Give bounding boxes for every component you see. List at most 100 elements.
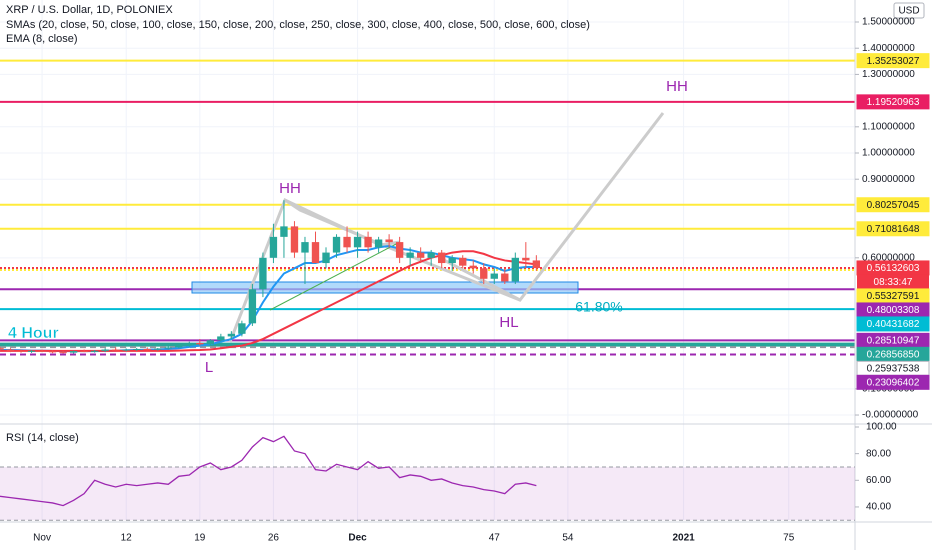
- candle-body: [459, 257, 467, 266]
- candle-body: [185, 342, 193, 346]
- candle-body: [416, 252, 425, 258]
- x-tick-label: 47: [489, 533, 501, 544]
- level-label: 1.19520963: [867, 97, 920, 108]
- y-tick-label: -0.00000000: [862, 410, 919, 421]
- candle-body: [90, 350, 99, 352]
- grid: [0, 0, 855, 520]
- level-label-box: [856, 221, 930, 237]
- candle-body: [227, 333, 236, 337]
- level-label: 0.55327591: [867, 291, 920, 302]
- candle-body: [322, 252, 330, 264]
- level-label-box: [856, 53, 930, 69]
- level-label-box: [856, 316, 930, 332]
- candle-body: [269, 236, 278, 258]
- level-label-box: [856, 197, 930, 213]
- x-tick-label: 2021: [672, 533, 695, 544]
- candle-body: [385, 239, 393, 243]
- candle-body: [69, 351, 78, 353]
- candle-body: [332, 236, 341, 253]
- candle-body: [143, 348, 151, 350]
- candle-body: [448, 257, 456, 264]
- trend-line: [269, 241, 401, 311]
- x-tick-label: 19: [194, 533, 206, 544]
- annotation: HL: [499, 314, 518, 331]
- candle-body: [343, 236, 351, 248]
- candle-body: [501, 273, 509, 282]
- candle-body: [511, 257, 519, 282]
- plot: [0, 200, 541, 354]
- x-tick-label: 26: [268, 533, 280, 544]
- y-tick-label: 60.00: [866, 475, 891, 486]
- candle-body: [259, 257, 267, 290]
- candle-body: [364, 236, 372, 248]
- y-tick-label: 1.50000000: [862, 17, 915, 28]
- candle-body: [80, 351, 88, 353]
- pattern-line: [439, 256, 521, 302]
- candle-body: [112, 349, 120, 351]
- candle-body: [196, 342, 204, 345]
- candle-body: [427, 252, 435, 258]
- x-tick-label: Dec: [348, 533, 367, 544]
- chart-title: XRP / U.S. Dollar, 1D, POLONIEX: [6, 4, 173, 16]
- candle-body: [0, 348, 4, 350]
- candle-body: [122, 349, 130, 351]
- currency-box[interactable]: [893, 2, 925, 19]
- candle-body: [59, 352, 67, 354]
- candle-body: [522, 257, 530, 261]
- y-tick-label: 1.10000000: [862, 121, 915, 132]
- zone: [191, 281, 579, 294]
- candle-body: [480, 268, 488, 279]
- level-label: 1.35253027: [867, 56, 920, 67]
- candle-body: [238, 323, 246, 334]
- y-tick-label: 1.00000000: [862, 148, 915, 159]
- y-tick-label: 80.00: [866, 448, 891, 459]
- candle-body: [206, 340, 215, 345]
- y-tick-label: 40.00: [866, 502, 891, 513]
- level-label: 0.23096402: [867, 377, 920, 388]
- x-tick-label: 75: [783, 533, 795, 544]
- rsi-line: [0, 435, 537, 507]
- candle-body: [175, 345, 183, 348]
- rsi-band: [0, 466, 855, 521]
- candle-body: [101, 349, 109, 351]
- rsi-title: RSI (14, close): [6, 432, 79, 444]
- level-label: 0.26856850: [867, 349, 920, 360]
- level-label-box: [856, 94, 930, 110]
- candle-body: [154, 348, 162, 350]
- candle-body: [248, 289, 257, 324]
- level-label: 0.28510947: [867, 335, 920, 346]
- candle-body: [38, 350, 46, 352]
- annotation: HH: [666, 78, 688, 95]
- x-tick-label: 12: [121, 533, 133, 544]
- candle-body: [133, 348, 141, 350]
- annotation: 4 Hour: [8, 325, 59, 342]
- candle-body: [164, 347, 172, 349]
- candle-body: [469, 265, 477, 269]
- indicator-line: [0, 250, 537, 352]
- candle-body: [490, 273, 498, 279]
- candle-body: [27, 350, 36, 352]
- candle-body: [217, 336, 225, 341]
- y-tick-label: 0.90000000: [862, 174, 915, 185]
- x-tick-label: Nov: [33, 533, 51, 544]
- level-label: 0.48003308: [867, 305, 920, 316]
- candle-body: [48, 351, 57, 353]
- candle-body: [301, 242, 309, 253]
- countdown: 08:33:47: [874, 277, 913, 288]
- candle-body: [532, 260, 541, 269]
- y-tick-label: 100.00: [866, 422, 897, 433]
- y-tick-label: 0.60000000: [862, 252, 915, 263]
- indicator-legend: SMAs (20, close, 50, close, 100, close, …: [6, 19, 590, 31]
- candle-body: [311, 242, 320, 264]
- level-label: 0.56132603: [867, 263, 920, 274]
- candle-body: [17, 350, 25, 352]
- candle-body: [353, 236, 362, 248]
- level-label: 0.40431682: [867, 319, 920, 330]
- indicator-legend: EMA (8, close): [6, 33, 78, 45]
- level-label-box: [856, 374, 930, 390]
- y-tick-label: 1.40000000: [862, 43, 915, 54]
- level-label: 0.25937538: [867, 363, 920, 374]
- annotation: 61.80%: [575, 299, 622, 315]
